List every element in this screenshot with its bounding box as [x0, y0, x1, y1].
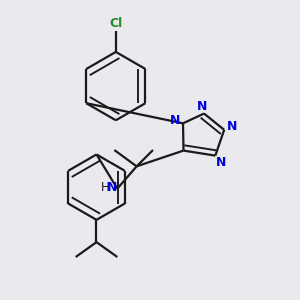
- Text: N: N: [107, 181, 117, 194]
- Text: N: N: [215, 156, 226, 169]
- Text: N: N: [226, 120, 237, 134]
- Text: H: H: [100, 181, 109, 194]
- Text: Cl: Cl: [109, 16, 122, 30]
- Text: N: N: [197, 100, 208, 112]
- Text: N: N: [169, 114, 180, 128]
